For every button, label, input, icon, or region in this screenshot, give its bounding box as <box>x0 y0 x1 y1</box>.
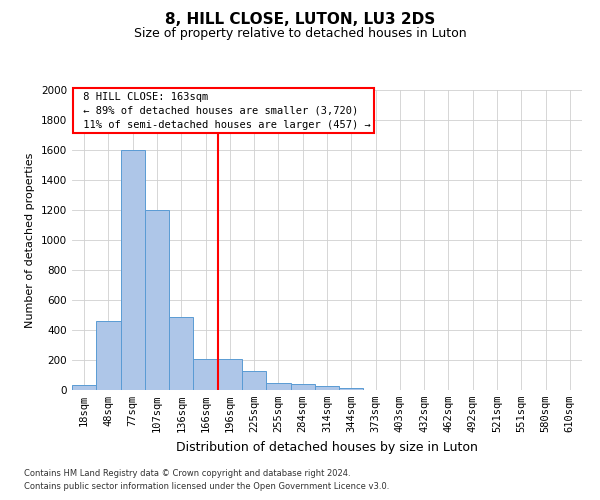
Bar <box>96 321 121 390</box>
Bar <box>339 388 364 390</box>
Bar <box>169 316 193 390</box>
Y-axis label: Number of detached properties: Number of detached properties <box>25 152 35 328</box>
Bar <box>121 150 145 390</box>
Text: 8, HILL CLOSE, LUTON, LU3 2DS: 8, HILL CLOSE, LUTON, LU3 2DS <box>165 12 435 28</box>
Bar <box>218 358 242 390</box>
Bar <box>242 370 266 390</box>
Text: Contains HM Land Registry data © Crown copyright and database right 2024.: Contains HM Land Registry data © Crown c… <box>24 468 350 477</box>
Text: 8 HILL CLOSE: 163sqm
 ← 89% of detached houses are smaller (3,720)
 11% of semi-: 8 HILL CLOSE: 163sqm ← 89% of detached h… <box>77 92 371 130</box>
Bar <box>145 210 169 390</box>
Bar <box>266 382 290 390</box>
Bar <box>193 358 218 390</box>
Bar <box>290 384 315 390</box>
Bar <box>315 386 339 390</box>
Text: Size of property relative to detached houses in Luton: Size of property relative to detached ho… <box>134 28 466 40</box>
X-axis label: Distribution of detached houses by size in Luton: Distribution of detached houses by size … <box>176 440 478 454</box>
Bar <box>72 385 96 390</box>
Text: Contains public sector information licensed under the Open Government Licence v3: Contains public sector information licen… <box>24 482 389 491</box>
